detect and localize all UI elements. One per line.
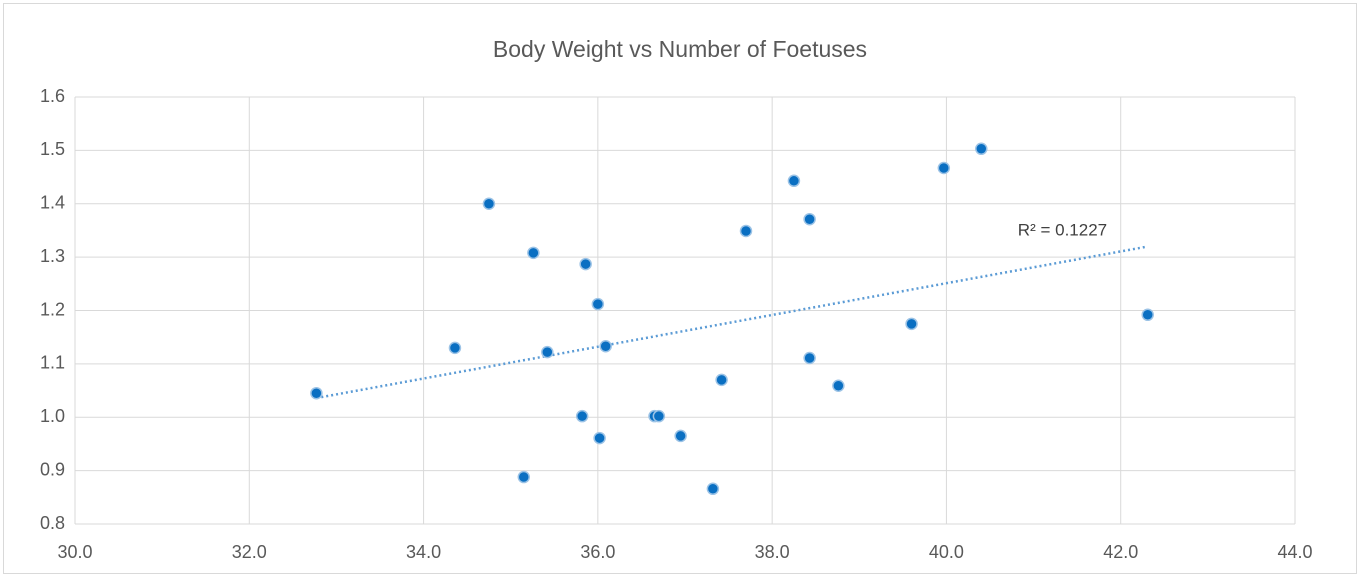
y-tick-label: 1.1 — [40, 353, 65, 373]
point — [937, 161, 951, 175]
point — [715, 373, 728, 387]
point — [448, 341, 462, 355]
point — [803, 212, 816, 226]
point — [787, 174, 801, 188]
x-tick-label: 42.0 — [1103, 542, 1138, 562]
trendline-label: R² = 0.1227 — [1018, 220, 1107, 239]
point — [541, 345, 554, 359]
y-tick-label: 1.2 — [40, 299, 65, 319]
y-tick-label: 1.3 — [40, 246, 65, 266]
point — [310, 386, 323, 400]
y-tick-label: 1.6 — [40, 86, 65, 106]
point — [832, 379, 845, 393]
point — [905, 317, 918, 331]
point — [975, 142, 988, 156]
y-tick-label: 0.9 — [40, 459, 65, 479]
point — [527, 246, 540, 260]
trendline — [316, 245, 1146, 400]
chart-border — [3, 3, 1357, 574]
point — [674, 429, 687, 443]
point — [739, 224, 753, 238]
point — [652, 409, 666, 423]
y-tick-label: 1.5 — [40, 139, 65, 159]
point — [575, 409, 589, 423]
y-tick-label: 1.0 — [40, 406, 65, 426]
x-tick-label: 34.0 — [406, 542, 441, 562]
x-tick-label: 40.0 — [929, 542, 964, 562]
y-tick-label: 1.4 — [40, 193, 65, 213]
x-tick-label: 30.0 — [57, 542, 92, 562]
point — [591, 297, 605, 311]
point — [706, 482, 720, 496]
y-tick-label: 0.8 — [40, 513, 65, 533]
x-tick-label: 38.0 — [755, 542, 790, 562]
point — [517, 470, 531, 484]
point — [803, 351, 816, 365]
x-tick-label: 32.0 — [232, 542, 267, 562]
point — [593, 431, 606, 445]
point — [579, 257, 592, 271]
x-tick-label: 44.0 — [1277, 542, 1312, 562]
point — [1141, 308, 1154, 322]
x-tick-label: 36.0 — [580, 542, 615, 562]
chart-title: Body Weight vs Number of Foetuses — [493, 36, 867, 62]
point — [482, 197, 496, 210]
point — [599, 340, 612, 353]
